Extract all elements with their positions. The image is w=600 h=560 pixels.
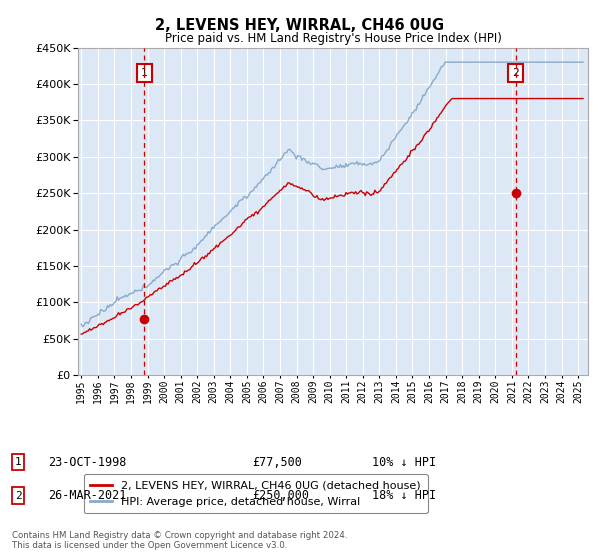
Text: 1: 1 [141, 68, 148, 78]
Text: 2, LEVENS HEY, WIRRAL, CH46 0UG: 2, LEVENS HEY, WIRRAL, CH46 0UG [155, 18, 445, 33]
Text: 2: 2 [14, 491, 22, 501]
Text: 23-OCT-1998: 23-OCT-1998 [48, 455, 127, 469]
Text: £77,500: £77,500 [252, 455, 302, 469]
Text: 1: 1 [14, 457, 22, 467]
Legend: 2, LEVENS HEY, WIRRAL, CH46 0UG (detached house), HPI: Average price, detached h: 2, LEVENS HEY, WIRRAL, CH46 0UG (detache… [83, 474, 428, 513]
Text: 2: 2 [512, 68, 519, 78]
Text: 18% ↓ HPI: 18% ↓ HPI [372, 489, 436, 502]
Text: 10% ↓ HPI: 10% ↓ HPI [372, 455, 436, 469]
Text: £250,000: £250,000 [252, 489, 309, 502]
Title: Price paid vs. HM Land Registry's House Price Index (HPI): Price paid vs. HM Land Registry's House … [164, 32, 502, 45]
Text: Contains HM Land Registry data © Crown copyright and database right 2024.
This d: Contains HM Land Registry data © Crown c… [12, 530, 347, 550]
Text: 26-MAR-2021: 26-MAR-2021 [48, 489, 127, 502]
